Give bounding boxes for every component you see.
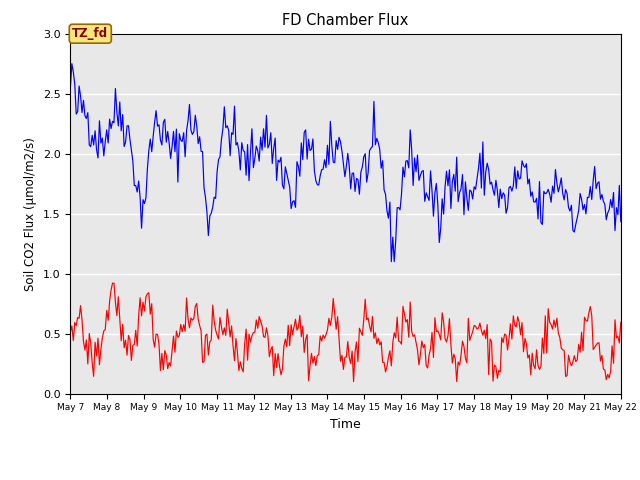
Text: TZ_fd: TZ_fd <box>72 27 108 40</box>
Title: FD Chamber Flux: FD Chamber Flux <box>282 13 409 28</box>
X-axis label: Time: Time <box>330 418 361 431</box>
Y-axis label: Soil CO2 Flux (μmol/m2/s): Soil CO2 Flux (μmol/m2/s) <box>24 137 37 290</box>
